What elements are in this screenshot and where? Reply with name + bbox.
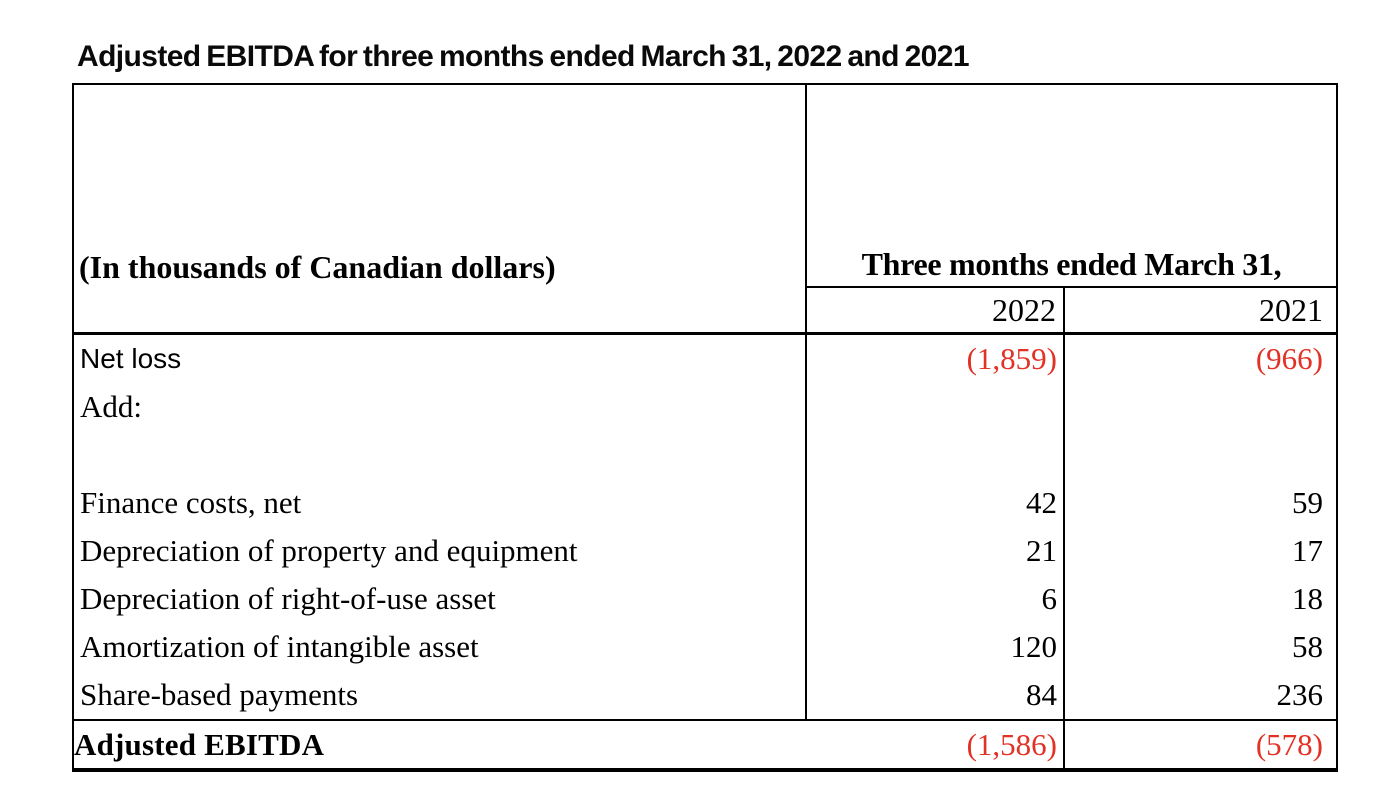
value-2022: (1,859) <box>806 333 1065 383</box>
period-header: Three months ended March 31, <box>806 84 1338 288</box>
value-2021: 18 <box>1292 581 1324 616</box>
row-label: Share-based payments <box>73 671 807 720</box>
row-label: Depreciation of property and equipment <box>73 527 807 575</box>
table-row-add: Add: <box>73 383 1337 431</box>
value-2022 <box>806 431 1065 479</box>
table-row-amortization: Amortization of intangible asset 120 58 <box>73 623 1337 671</box>
row-label: Depreciation of right-of-use asset <box>73 575 807 623</box>
row-label: Add: <box>73 383 807 431</box>
row-label: Net loss <box>73 333 807 383</box>
value-2022: 21 <box>806 527 1065 575</box>
total-value-2021: (578) <box>1064 719 1338 770</box>
value-2022 <box>806 383 1065 431</box>
year-2021-header: 2021 <box>1064 287 1338 335</box>
row-label: Amortization of intangible asset <box>73 623 807 671</box>
year-header-row: 2022 2021 <box>73 287 1338 335</box>
value-2021 <box>1064 431 1337 479</box>
value-2021: 17 <box>1292 533 1324 568</box>
value-2022: 84 <box>806 671 1065 720</box>
row-label <box>73 431 807 479</box>
table-row-depreciation-rou: Depreciation of right-of-use asset 6 18 <box>73 575 1337 623</box>
total-value-2022: (1,586) <box>806 719 1065 770</box>
unit-label: (In thousands of Canadian dollars) <box>73 84 807 335</box>
table-header-row: (In thousands of Canadian dollars) Three… <box>73 84 1338 335</box>
value-2021: 59 <box>1292 485 1324 520</box>
total-label: Adjusted EBITDA <box>73 719 806 770</box>
table-row-net-loss: Net loss (1,859) (966) <box>73 333 1337 383</box>
table-row-finance-costs: Finance costs, net 42 59 <box>73 479 1337 527</box>
table-row-spacer <box>73 431 1337 479</box>
total-row: Adjusted EBITDA (1,586) (578) <box>73 719 1338 770</box>
table-row-share-based: Share-based payments 84 236 <box>73 671 1337 720</box>
value-2021: 58 <box>1292 629 1324 664</box>
value-2022: 120 <box>806 623 1065 671</box>
value-2021: 236 <box>1276 677 1324 712</box>
adjusted-ebitda-table: (In thousands of Canadian dollars) Three… <box>72 83 1339 772</box>
year-2022-header: 2022 <box>806 287 1065 335</box>
row-label: Finance costs, net <box>73 479 807 527</box>
table-row-depreciation-property: Depreciation of property and equipment 2… <box>73 527 1337 575</box>
page-title: Adjusted EBITDA for three months ended M… <box>77 40 970 73</box>
value-2021: (966) <box>1255 341 1324 376</box>
value-2021 <box>1064 383 1337 431</box>
value-2022: 6 <box>806 575 1065 623</box>
value-2022: 42 <box>806 479 1065 527</box>
